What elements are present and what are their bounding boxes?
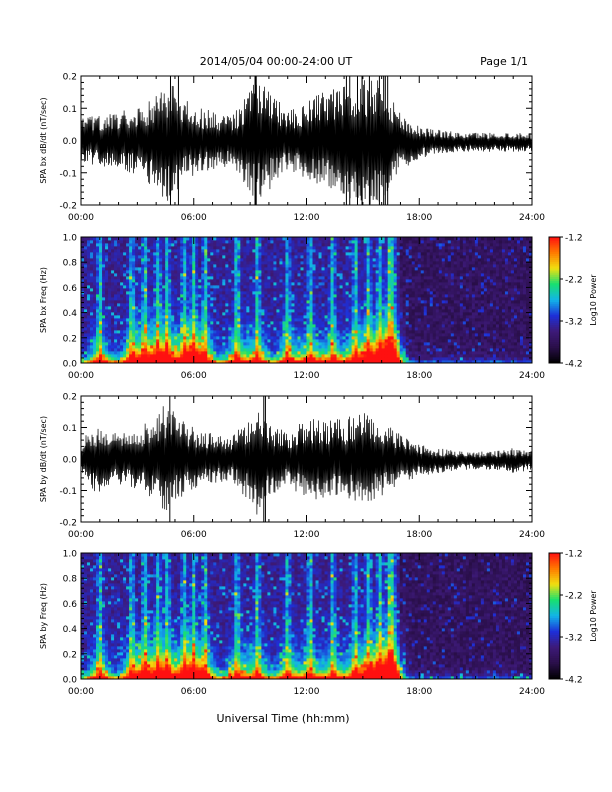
colorbar-tick-label: -4.2 — [565, 676, 583, 686]
colorbar-tick-label: -3.2 — [565, 634, 583, 644]
y-tick-label: 0.0 — [63, 137, 78, 147]
y-tick-label: 0.0 — [63, 360, 78, 370]
panels: -0.2 -0.1 0.0 0.1 0.2 SPA bx dB/dt (nT/sec) 00… — [39, 73, 598, 698]
x-tick-label: 06:00 — [181, 371, 207, 381]
x-tick-label: 00:00 — [68, 687, 94, 697]
y-tick-label: 0.2 — [63, 650, 77, 660]
y-tick-label: 0.4 — [63, 309, 78, 319]
x-axis-4: 00:00 06:00 12:00 18:00 24:00 — [68, 553, 545, 697]
panel-1: -0.2 -0.1 0.0 0.1 0.2 SPA bx dB/dt (nT/sec) 00… — [39, 73, 545, 224]
colorbar-tick-label: -4.2 — [565, 360, 583, 370]
trace-1 — [80, 76, 533, 205]
y-axis-2: 0.0 0.2 0.4 0.6 0.8 1.0 SPA bx Freq (Hz) — [39, 234, 532, 370]
y-tick-label: -0.1 — [59, 487, 77, 497]
colorbar-tick-label: -2.2 — [565, 592, 583, 602]
colorbar-label: Log10 Power — [589, 590, 598, 642]
colorbar-tick-label: -3.2 — [565, 318, 583, 328]
y-axis-3: -0.2 -0.1 0.0 0.1 0.2 SPA by dB/dt (nT/sec) — [39, 393, 532, 529]
y-axis-4: 0.0 0.2 0.4 0.6 0.8 1.0 SPA by Freq (Hz) — [39, 550, 532, 686]
y-tick-label: 1.0 — [63, 234, 78, 244]
y-tick-label: -0.2 — [59, 519, 77, 529]
x-axis-2: 00:00 06:00 12:00 18:00 24:00 — [68, 237, 545, 381]
y-tick-label: 0.8 — [63, 575, 78, 585]
y-axis-label: SPA bx dB/dt (nT/sec) — [39, 97, 48, 183]
x-tick-label: 00:00 — [68, 530, 94, 540]
x-tick-label: 12:00 — [294, 687, 320, 697]
x-axis-label: Universal Time (hh:mm) — [217, 712, 350, 725]
y-tick-label: -0.2 — [59, 202, 77, 212]
x-tick-label: 06:00 — [181, 213, 207, 223]
x-tick-label: 24:00 — [519, 530, 545, 540]
x-tick-label: 00:00 — [68, 213, 94, 223]
spectrogram-4 — [81, 553, 533, 680]
y-tick-label: 1.0 — [63, 550, 78, 560]
panel-3: -0.2 -0.1 0.0 0.1 0.2 SPA by dB/dt (nT/sec) 00… — [39, 393, 545, 541]
y-axis-label: SPA by Freq (Hz) — [39, 583, 48, 649]
y-tick-label: 0.1 — [63, 105, 77, 115]
y-tick-label: 0.0 — [63, 456, 78, 466]
colorbar-2: -1.2 -2.2 -3.2 -4.2 Log10 Power — [548, 234, 598, 370]
x-tick-label: 18:00 — [406, 687, 432, 697]
y-tick-label: 0.8 — [63, 259, 78, 269]
y-tick-label: 0.1 — [63, 424, 77, 434]
y-tick-label: 0.2 — [63, 73, 77, 83]
x-tick-label: 24:00 — [519, 687, 545, 697]
x-tick-label: 18:00 — [406, 371, 432, 381]
y-axis-label: SPA bx Freq (Hz) — [39, 267, 48, 333]
x-tick-label: 18:00 — [406, 530, 432, 540]
page-number: Page 1/1 — [480, 55, 528, 68]
y-tick-label: 0.0 — [63, 676, 78, 686]
colorbar-label: Log10 Power — [589, 274, 598, 326]
y-tick-label: -0.1 — [59, 169, 77, 179]
x-axis-1: 00:00 06:00 12:00 18:00 24:00 — [68, 76, 545, 223]
x-tick-label: 24:00 — [519, 213, 545, 223]
x-tick-label: 12:00 — [294, 371, 320, 381]
y-tick-label: 0.4 — [63, 625, 78, 635]
x-tick-label: 06:00 — [181, 687, 207, 697]
y-tick-label: 0.6 — [63, 284, 78, 294]
x-tick-label: 12:00 — [294, 530, 320, 540]
x-tick-label: 24:00 — [519, 371, 545, 381]
x-axis-3: 00:00 06:00 12:00 18:00 24:00 — [68, 396, 545, 540]
x-tick-label: 18:00 — [406, 213, 432, 223]
colorbar-tick-label: -2.2 — [565, 276, 583, 286]
y-tick-label: 0.2 — [63, 334, 77, 344]
colorbar-tick-label: -1.2 — [565, 550, 583, 560]
y-tick-label: 0.6 — [63, 600, 78, 610]
y-axis-label: SPA by dB/dt (nT/sec) — [39, 416, 48, 502]
x-tick-label: 12:00 — [294, 213, 320, 223]
x-tick-label: 06:00 — [181, 530, 207, 540]
spectrogram-2 — [81, 237, 533, 364]
y-axis-1: -0.2 -0.1 0.0 0.1 0.2 SPA bx dB/dt (nT/sec) — [39, 73, 532, 212]
colorbar-4: -1.2 -2.2 -3.2 -4.2 Log10 Power — [548, 550, 598, 686]
y-tick-label: 0.2 — [63, 393, 77, 403]
colorbar-tick-label: -1.2 — [565, 234, 583, 244]
trace-3 — [80, 396, 533, 522]
x-tick-label: 00:00 — [68, 371, 94, 381]
page-title: 2014/05/04 00:00-24:00 UT — [200, 55, 353, 68]
